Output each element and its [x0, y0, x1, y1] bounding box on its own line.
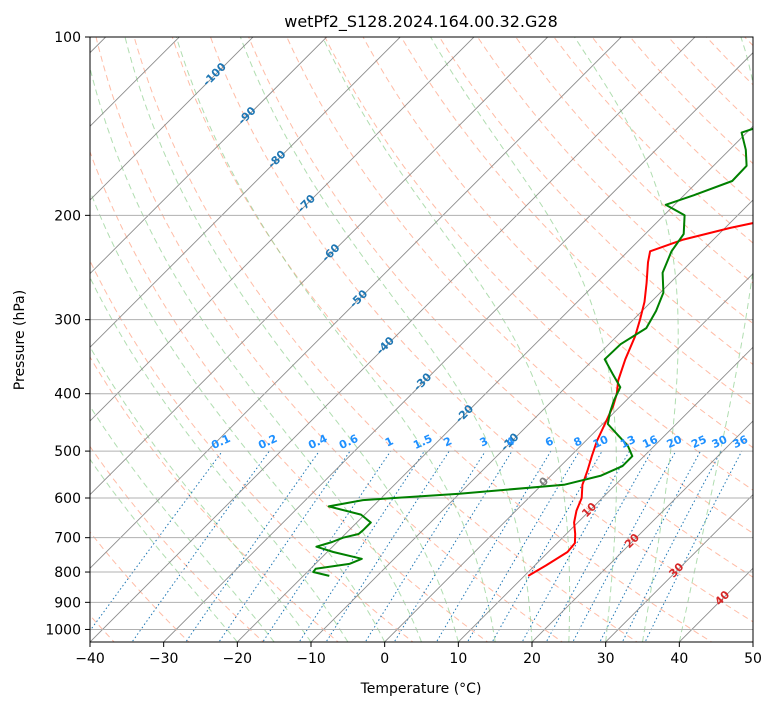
- chart-title: wetPf2_S128.2024.164.00.32.G28: [284, 12, 558, 32]
- y-tick-label: 500: [54, 444, 81, 460]
- moist-adiabat-line: [175, 37, 496, 642]
- x-tick-label: −10: [296, 651, 326, 667]
- mixing-ratio-label: 16: [640, 433, 660, 451]
- plot-area-background: [90, 37, 753, 642]
- mixing-ratio-label: 25: [689, 433, 708, 451]
- y-tick-label: 900: [54, 595, 81, 611]
- dry-adiabat-line: [286, 37, 753, 534]
- dry-adiabat-line: [438, 37, 753, 366]
- isotherm-grid-line: [457, 346, 753, 642]
- isotherm-grid-line: [90, 37, 622, 569]
- isotherm-grid-line: [90, 37, 401, 348]
- x-tick-label: −20: [223, 651, 253, 667]
- x-tick-label: 0: [380, 651, 389, 667]
- dry-adiabat-line: [90, 356, 339, 642]
- dry-adiabat-line: [400, 37, 753, 407]
- dewpoint-profile-line: [312, 127, 753, 577]
- dry-adiabat-line: [95, 37, 564, 642]
- mixing-ratio-label: 30: [710, 433, 730, 451]
- dry-adiabat-line: [90, 445, 265, 642]
- mixing-ratio-line: [364, 450, 486, 642]
- moist-adiabat-line: [90, 65, 422, 642]
- dry-adiabat-line: [476, 37, 753, 325]
- dry-adiabat-line: [553, 37, 753, 244]
- y-tick-label: 800: [54, 565, 81, 581]
- moist-adiabat-line: [90, 405, 275, 642]
- mixing-ratio-line: [599, 450, 701, 642]
- isotherm-grid-line: [90, 37, 254, 201]
- mixing-ratio-label: 13: [618, 433, 637, 451]
- plot-frame: [89, 36, 754, 643]
- grid-lines: [90, 37, 753, 642]
- dry-adiabat-line: [629, 37, 753, 165]
- isotherm-grid-line: [531, 420, 753, 642]
- moist-adiabat-line: [90, 458, 238, 642]
- moist-adiabat-line: [90, 276, 349, 642]
- mixing-ratio-line: [90, 450, 223, 632]
- y-tick-label: 1000: [45, 622, 81, 638]
- x-tick-label: 30: [597, 651, 615, 667]
- background-lines: [90, 37, 753, 642]
- dry-adiabat-line: [90, 259, 414, 642]
- dry-adiabat-line: [248, 37, 753, 578]
- isotherm-grid-line: [90, 37, 696, 642]
- y-tick-label: 700: [54, 531, 81, 547]
- isotherm-grid-line: [604, 493, 753, 642]
- moist-adiabat-line: [90, 189, 386, 642]
- dry-adiabat-line: [324, 37, 753, 491]
- mixing-ratio-label: 36: [731, 433, 751, 451]
- isotherm-grid-line: [310, 199, 753, 642]
- isotherm-grid-line: [383, 273, 753, 642]
- moist-adiabat-line: [678, 37, 753, 642]
- x-axis: −40 −30 −20 −10 0 10 20 30 40 50: [75, 642, 762, 667]
- mixing-ratio-line: [572, 450, 677, 642]
- x-tick-label: 40: [670, 651, 688, 667]
- y-axis-label: Pressure (hPa): [12, 290, 28, 390]
- y-tick-label: 100: [54, 30, 81, 46]
- mixing-ratio-label: 20: [665, 433, 685, 451]
- y-axis: 100 200 300 400 500 600 700 800 900 1000: [45, 30, 90, 638]
- temperature-profile-line: [527, 222, 753, 577]
- moist-adiabat-line: [239, 37, 533, 642]
- y-tick-label: 300: [54, 313, 81, 329]
- x-tick-label: 10: [449, 651, 467, 667]
- mixing-ratio-line: [298, 450, 425, 642]
- dry-adiabat-line: [591, 37, 753, 204]
- y-tick-label: 200: [54, 208, 81, 224]
- dry-adiabat-line: [171, 37, 713, 642]
- mixing-ratio-line: [466, 450, 580, 642]
- mixing-ratio-line: [393, 450, 513, 642]
- dry-adiabat-line: [90, 150, 489, 642]
- isotherm-grid-line: [90, 37, 549, 496]
- y-tick-label: 400: [54, 387, 81, 403]
- y-tick-label: 600: [54, 491, 81, 507]
- x-tick-label: −30: [149, 651, 179, 667]
- isotherm-grid-line: [236, 125, 753, 642]
- x-tick-label: 20: [523, 651, 541, 667]
- mixing-ratio-line: [621, 450, 722, 642]
- moist-adiabat-line: [124, 37, 459, 642]
- profile-lines: [312, 127, 753, 577]
- mixing-ratio-line: [131, 450, 270, 642]
- dry-adiabat-line: [362, 37, 753, 449]
- x-tick-label: 50: [744, 651, 762, 667]
- mixing-ratio-line: [325, 450, 450, 642]
- mixing-ratio-line: [218, 450, 351, 642]
- dry-adiabat-line: [133, 37, 638, 642]
- isotherm-grid-line: [90, 37, 328, 275]
- mixing-ratio-label: 10: [591, 433, 611, 451]
- moist-adiabat-line: [574, 37, 679, 642]
- mixing-ratio-line: [185, 450, 320, 642]
- x-tick-label: −40: [75, 651, 105, 667]
- isotherm-grid-line: [162, 52, 753, 642]
- moist-adiabat-line: [430, 37, 617, 642]
- mixing-ratio-line: [262, 450, 392, 642]
- moist-adiabat-line: [322, 37, 571, 642]
- isotherm-grid-line: [90, 37, 475, 422]
- x-axis-label: Temperature (°C): [360, 681, 482, 697]
